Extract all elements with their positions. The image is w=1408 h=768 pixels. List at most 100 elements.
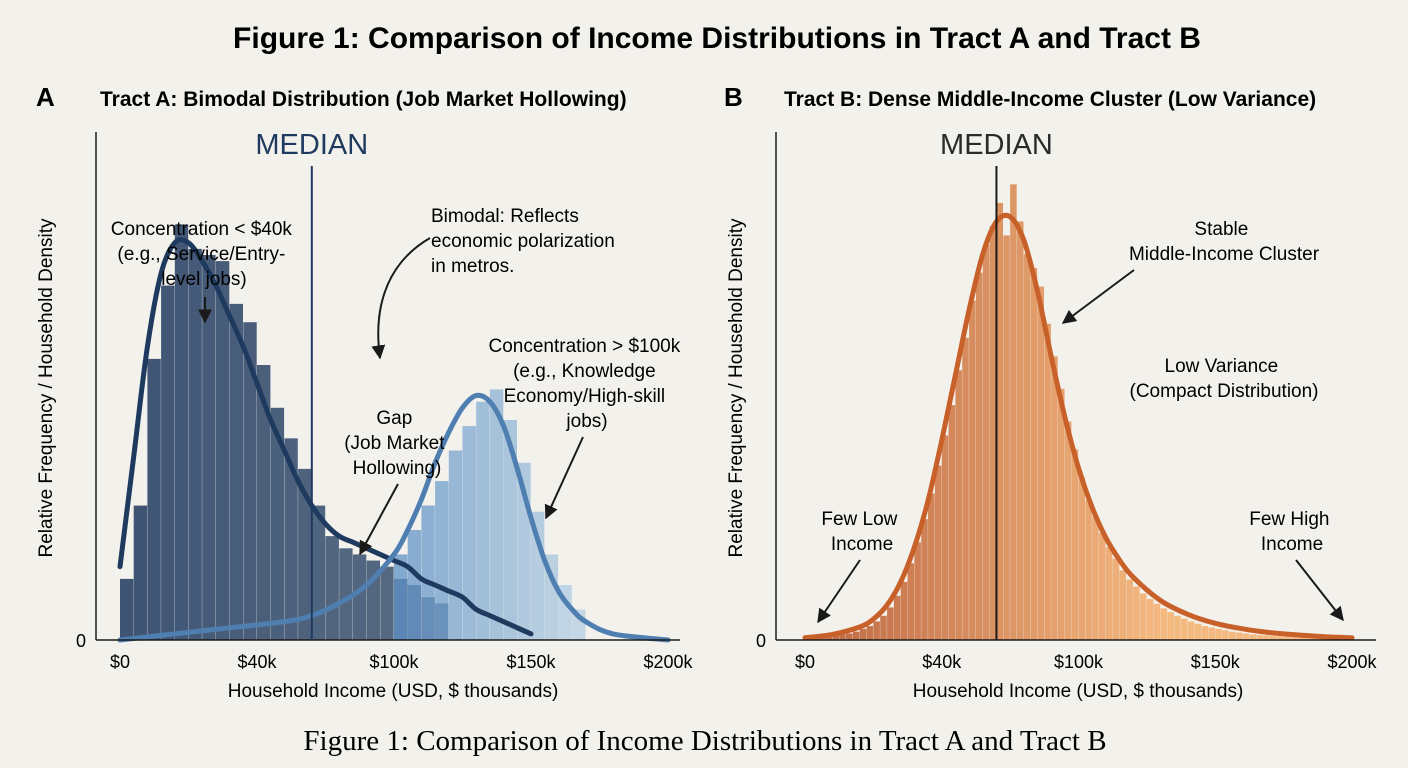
panel-b-bar (839, 634, 846, 640)
panel-a-x-ticks: $0 $40k $100k $150k $200k (110, 652, 694, 672)
panel-b-x-tick-label: $40k (922, 652, 962, 672)
panel-b-bar (1119, 570, 1127, 640)
panel-b-arrow-few-high (1295, 559, 1344, 622)
panel-a-bar (448, 450, 463, 640)
panel-a-bar (243, 322, 257, 640)
panel-b-bar (1181, 618, 1188, 640)
panel-b-bar (1112, 558, 1120, 641)
panel-b-bar (846, 633, 853, 640)
panel-b-bar (1228, 631, 1236, 640)
panel-a-bar (229, 303, 243, 640)
panel-b-annotation-stable: Stable Middle-Income Cluster (1129, 219, 1320, 265)
panel-a-bar (133, 505, 148, 640)
figure-caption: Figure 1: Comparison of Income Distribut… (303, 725, 1106, 757)
panel-b-bar (1146, 599, 1154, 640)
panel-a-bar (298, 468, 312, 640)
panel-b-arrow-stable (1061, 269, 1135, 324)
panel-b-bar (989, 226, 997, 640)
panel-a-bar (147, 358, 161, 640)
panel-b-bar (1167, 612, 1174, 640)
panel-a-x-tick-label: $100k (369, 652, 419, 672)
panel-a-bar (503, 420, 517, 640)
panel-a-bar (394, 554, 408, 640)
panel-b-bar (934, 465, 942, 641)
panel-b-x-tick-label: $150k (1191, 652, 1241, 672)
panel-b-letter: B (724, 82, 743, 112)
panel-b-bar (928, 493, 935, 640)
panel-b-bar (1064, 421, 1072, 640)
panel-a-bar (161, 285, 175, 640)
panel-b-bar (1044, 323, 1051, 640)
panel-b-bar (914, 542, 921, 640)
panel-b-bar (975, 272, 983, 640)
panel-b-bar (866, 626, 874, 640)
panel-a-bar (489, 389, 504, 640)
panel-b-bar (859, 628, 867, 640)
panel-a-bar (352, 554, 367, 640)
panel-b-bar (1133, 586, 1140, 640)
panel-a-bar (476, 401, 490, 640)
panel-b-bar (1126, 579, 1133, 640)
panel-a-x-tick-label: $0 (110, 652, 130, 672)
panel-b-bar (1235, 632, 1243, 640)
panel-b-bar (962, 337, 969, 640)
panel-a-title: Tract A: Bimodal Distribution (Job Marke… (100, 88, 627, 111)
panel-a-x-tick-label: $200k (643, 652, 693, 672)
panel-a-bar (174, 224, 189, 640)
panel-b-bar (1304, 637, 1311, 640)
panel-a-x-tick-label: $150k (506, 652, 556, 672)
panel-b-x-tick-label: $200k (1327, 652, 1377, 672)
panel-a-bar (188, 248, 202, 640)
panel-b: B Tract B: Dense Middle-Income Cluster (… (724, 82, 1378, 702)
panel-b-bar (955, 370, 962, 640)
panel-b-bar (1256, 634, 1263, 640)
panel-b-bar (1099, 533, 1106, 640)
panel-b-bar (1317, 638, 1325, 640)
panel-b-annotation-few-high: Few High Income (1249, 509, 1335, 555)
panel-b-bar (1071, 449, 1079, 640)
panel-b-bar (880, 615, 887, 640)
panel-b-bar (1283, 636, 1291, 640)
panel-b-bar (1201, 626, 1209, 640)
panel-a-x-tick-label: $40k (237, 652, 277, 672)
panel-b-bar (1290, 637, 1297, 640)
panel-b-bar (1276, 636, 1284, 640)
panel-b-bar (1023, 254, 1031, 641)
panel-a-bar (311, 505, 326, 640)
panel-b-bar (1010, 184, 1017, 641)
panel-a-bar (380, 566, 394, 640)
panel-b-bar (1242, 633, 1250, 640)
panel-a-bar (257, 365, 271, 640)
panel-a-bar (284, 438, 298, 640)
panel-b-x-label: Household Income (USD, $ thousands) (913, 681, 1244, 702)
panel-b-bar (1016, 221, 1024, 640)
panel-b-bar (1249, 634, 1256, 640)
panel-b-bar (1174, 615, 1181, 640)
panel-a-bar (120, 578, 134, 640)
panel-b-bar (1269, 635, 1277, 640)
panel-a-y-label: Relative Frequency / Household Density (36, 218, 57, 558)
panel-a-bar (339, 548, 353, 640)
panel-b-curves (802, 212, 1355, 641)
panel-a-x-label: Household Income (USD, $ thousands) (228, 681, 559, 702)
panel-b-bar (1263, 635, 1270, 640)
panel-b-bar (969, 300, 976, 640)
panel-b-bar (996, 202, 1003, 640)
panel-b-bar (1085, 500, 1092, 640)
panel-a-bar (270, 407, 285, 640)
panel-b-bar (1078, 477, 1086, 640)
panel-b-bar (1215, 628, 1222, 640)
panel-a-annotation-low-concentration: Concentration < $40k (e.g., Service/Entr… (111, 219, 297, 290)
panel-b-bar (921, 519, 928, 640)
panel-a-bar (421, 505, 435, 640)
panel-b-bar (825, 636, 833, 640)
panel-b-x-ticks: $0 $40k $100k $150k $200k (795, 652, 1378, 672)
panel-b-bar (1140, 593, 1147, 640)
panel-b-bar (1153, 603, 1161, 640)
panel-b-arrow-few-low (817, 559, 861, 624)
panel-b-bar (941, 435, 949, 640)
panel-b-bar (1208, 627, 1215, 640)
panel-a-annotation-high-concentration: Concentration > $100k (e.g., Knowledge E… (489, 336, 686, 432)
panel-b-bar (832, 635, 839, 640)
panel-a-arrow-gap (359, 483, 399, 556)
